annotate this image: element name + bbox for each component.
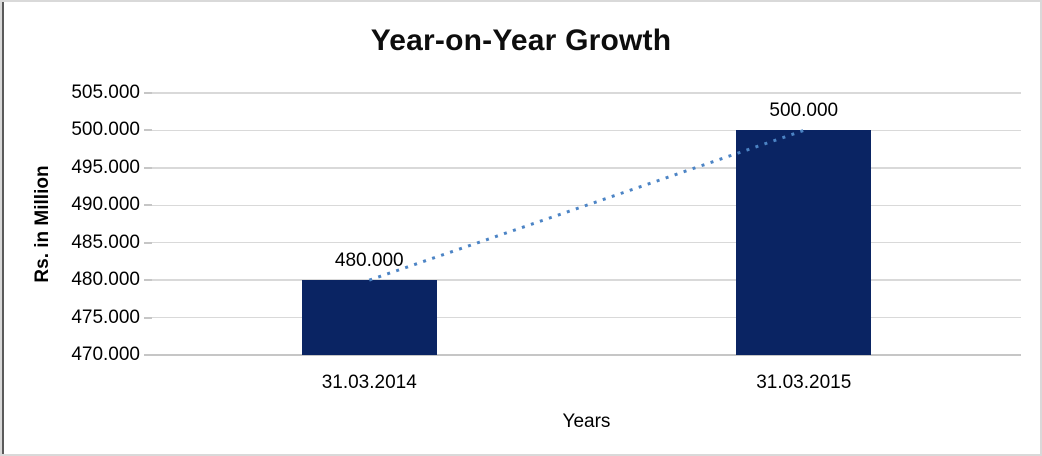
bar-value-label: 480.000 bbox=[334, 250, 404, 272]
y-tick-mark bbox=[144, 316, 152, 319]
gridline bbox=[152, 129, 1021, 132]
y-tick-label: 500.000 bbox=[71, 119, 140, 141]
x-tick-label: 31.03.2014 bbox=[321, 372, 417, 393]
gridline bbox=[152, 241, 1021, 244]
gridline bbox=[152, 167, 1021, 169]
gridline bbox=[152, 316, 1021, 319]
trendline-svg bbox=[368, 129, 805, 282]
y-tick-label: 480.000 bbox=[71, 269, 140, 291]
bar-31.03.2014 bbox=[301, 280, 437, 355]
chart-title: Year-on-Year Growth bbox=[370, 24, 672, 57]
y-tick-mark bbox=[144, 129, 152, 132]
gridline bbox=[152, 204, 1021, 207]
y-tick-mark bbox=[144, 204, 152, 207]
y-tick-label: 475.000 bbox=[71, 306, 140, 328]
y-axis-title: Rs. in Million bbox=[32, 165, 53, 283]
x-axis-title: Years bbox=[562, 411, 611, 432]
y-tick-label: 470.000 bbox=[71, 344, 140, 365]
y-tick-mark bbox=[144, 241, 152, 244]
y-tick-label: 495.000 bbox=[71, 156, 140, 178]
x-tick-label: 31.03.2015 bbox=[756, 372, 852, 393]
plot-area bbox=[152, 92, 1021, 356]
y-tick-mark bbox=[144, 279, 152, 282]
x-axis-line bbox=[152, 354, 1021, 356]
y-tick-label: 485.000 bbox=[71, 231, 140, 253]
bar-value-label: 500.000 bbox=[769, 100, 839, 122]
y-tick-mark bbox=[144, 92, 152, 94]
gridline bbox=[152, 279, 1021, 281]
bar-31.03.2015 bbox=[736, 130, 872, 355]
y-tick-mark bbox=[144, 354, 152, 356]
gridline bbox=[152, 92, 1021, 94]
y-tick-label: 505.000 bbox=[71, 82, 140, 103]
y-tick-mark bbox=[144, 166, 152, 169]
y-tick-label: 490.000 bbox=[71, 194, 140, 216]
